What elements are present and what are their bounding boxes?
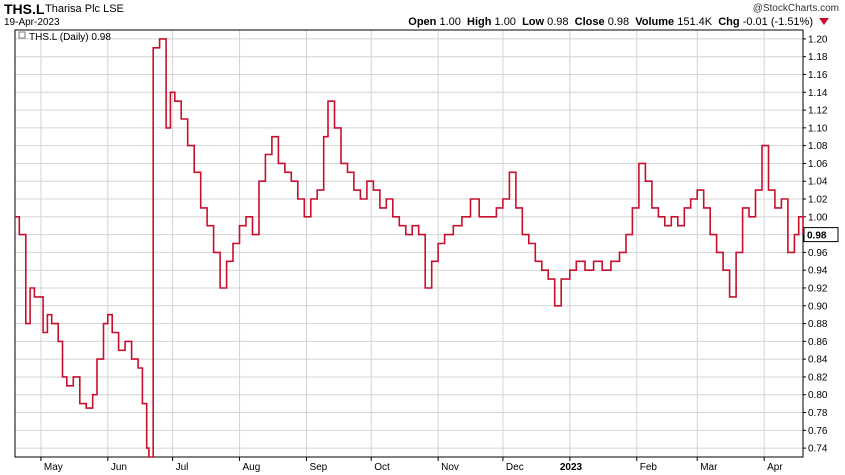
y-tick-label: 1.02	[808, 195, 828, 206]
legend-label: THS.L (Daily) 0.98	[29, 32, 111, 43]
y-tick-label: 1.16	[808, 70, 828, 81]
chart-grid	[15, 30, 803, 457]
high-value: 1.00	[494, 16, 516, 28]
volume-value: 151.4K	[677, 16, 713, 28]
y-tick-label: 1.04	[808, 177, 828, 188]
y-tick-label: 1.10	[808, 123, 828, 134]
ticker-symbol: THS.L	[4, 1, 45, 17]
copyright-text: @StockCharts.com	[752, 3, 839, 14]
chart-date: 19-Apr-2023	[4, 17, 60, 28]
last-price-box	[803, 227, 839, 243]
x-tick-label: May	[44, 462, 63, 473]
open-value: 1.00	[439, 16, 461, 28]
down-triangle-icon	[819, 18, 829, 25]
legend: THS.L (Daily) 0.98	[18, 31, 111, 43]
y-tick-label: 1.00	[808, 212, 828, 223]
last-price-label: 0.98	[807, 231, 827, 242]
y-tick-label: 0.82	[808, 372, 828, 383]
change-value: -0.01 (-1.51%)	[742, 16, 813, 28]
y-tick-label: 0.94	[808, 266, 828, 277]
close-value: 0.98	[607, 16, 630, 28]
y-tick-label: 0.78	[808, 408, 828, 419]
legend-swatch-icon	[18, 31, 26, 39]
last-price-marker: 0.98	[803, 227, 839, 243]
y-tick-label: 0.86	[808, 337, 828, 348]
low-value: 0.98	[547, 16, 569, 28]
x-tick-label: Mar	[700, 462, 718, 473]
plot-frame	[14, 29, 804, 458]
exchange-label: LSE	[103, 3, 124, 15]
x-tick-label: Apr	[767, 462, 783, 473]
y-tick-label: 0.92	[808, 283, 828, 294]
x-tick-label: Sep	[309, 462, 327, 473]
x-tick-label: Jun	[111, 462, 127, 473]
y-tick-label: 0.88	[808, 319, 828, 330]
y-tick-label: 0.84	[808, 355, 828, 366]
y-tick-label: 0.76	[808, 426, 828, 437]
y-tick-label: 1.20	[808, 34, 828, 45]
x-tick-label: Jul	[176, 462, 189, 473]
company-name: Tharisa Plc LSE	[45, 3, 124, 15]
x-tick-label: 2023	[560, 462, 583, 473]
chart-header: THS.L Tharisa Plc LSE 19-Apr-2023 @Stock…	[0, 0, 845, 30]
price-series-line	[15, 38, 804, 458]
y-tick-label: 0.90	[808, 301, 828, 312]
x-tick-label: Nov	[441, 462, 459, 473]
x-tick-label: Aug	[243, 462, 261, 473]
quote-summary: Open 1.00 High 1.00 Low 0.98 Close 0.98 …	[408, 16, 813, 28]
y-tick-label: 0.74	[808, 444, 828, 455]
y-tick-label: 1.18	[808, 52, 828, 63]
x-tick-label: Dec	[506, 462, 524, 473]
x-axis: May Jun Jul Aug Sep Oct Nov Dec 2023 Feb Mar Apr	[40, 457, 783, 473]
x-tick-label: Feb	[640, 462, 658, 473]
y-tick-label: 1.12	[808, 106, 828, 117]
y-tick-label: 1.06	[808, 159, 828, 170]
y-tick-label: 0.80	[808, 390, 828, 401]
x-tick-label: Oct	[374, 462, 390, 473]
y-tick-label: 0.96	[808, 248, 828, 259]
y-tick-label: 1.14	[808, 88, 828, 99]
y-axis: 0.74 0.76 0.78 0.80 0.82 0.84 0.86 0.88 0.90 0.92…	[803, 34, 828, 455]
y-tick-label: 1.08	[808, 141, 828, 152]
